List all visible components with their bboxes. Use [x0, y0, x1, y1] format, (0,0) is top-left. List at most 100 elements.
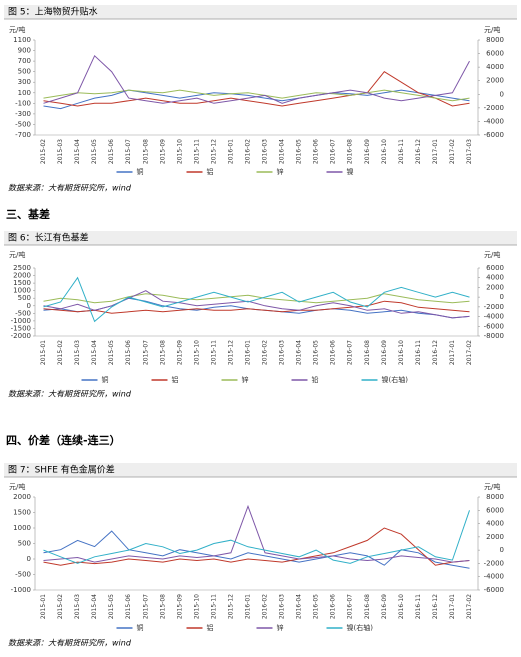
y2-tick-label: -2000 [484, 559, 504, 567]
x-tick-label: 2016-01 [244, 594, 251, 619]
y-tick-label: -500 [15, 571, 31, 579]
x-tick-label: 2016-01 [244, 340, 251, 365]
y-tick-label: 500 [18, 294, 31, 302]
y-tick-label: -1500 [11, 324, 31, 332]
legend-label: 铅 [312, 375, 319, 384]
series-line [43, 293, 470, 304]
legend-label: 铝 [172, 375, 179, 384]
y-tick-label: 2000 [13, 272, 31, 280]
x-tick-label: 2016-05 [313, 340, 320, 365]
figure-header [4, 231, 517, 245]
x-tick-label: 2016-09 [381, 594, 388, 619]
y2-tick-label: -4000 [484, 573, 504, 581]
legend-label: 镍(右轴) [382, 375, 409, 384]
x-tick-label: 2017-01 [449, 340, 456, 365]
series-line [43, 527, 470, 566]
y-tick-label: -100 [15, 99, 31, 107]
x-tick-label: 2017-02 [449, 139, 456, 164]
x-tick-label: 2015-09 [176, 340, 183, 365]
y2-tick-label: -2000 [484, 104, 504, 112]
x-tick-label: 2015-02 [40, 139, 47, 164]
y-tick-label: 900 [18, 47, 31, 55]
x-tick-label: 2016-03 [279, 594, 286, 619]
y-tick-label: -2000 [11, 332, 31, 340]
x-tick-label: 2017-01 [432, 139, 439, 164]
x-tick-label: 2015-02 [57, 340, 64, 365]
x-tick-label: 2016-06 [313, 139, 320, 164]
legend-label: 铝 [207, 623, 214, 632]
legend-label: 镍(右轴) [347, 623, 374, 632]
legend-label: 铜 [102, 375, 109, 384]
x-tick-label: 2016-03 [279, 340, 286, 365]
y-tick-label: 500 [18, 68, 31, 76]
x-tick-label: 2015-08 [159, 594, 166, 619]
source-note: 数据来源：大有期货研究所，wind [8, 390, 132, 399]
figure-title: 图 6：长江有色基差 [8, 232, 89, 244]
legend-label: 锌 [242, 375, 249, 384]
y-tick-label: -300 [15, 110, 31, 118]
x-tick-label: 2016-04 [296, 594, 303, 619]
y-tick-label: -1000 [11, 317, 31, 325]
figure-title: 图 5：上海物贸升贴水 [8, 6, 98, 18]
x-tick-label: 2016-11 [415, 594, 422, 619]
x-tick-label: 2016-10 [398, 340, 405, 365]
x-tick-label: 2016-04 [279, 139, 286, 164]
series-line [43, 290, 470, 319]
x-tick-label: 2016-06 [330, 594, 337, 619]
x-tick-label: 2016-08 [347, 139, 354, 164]
x-tick-label: 2015-11 [193, 139, 200, 164]
y-tick-label: 0 [27, 555, 31, 563]
y2-tick-label: 4000 [486, 63, 504, 71]
x-tick-label: 2016-10 [381, 139, 388, 164]
x-tick-label: 2015-10 [193, 340, 200, 365]
x-tick-label: 2016-07 [347, 594, 354, 619]
legend-label: 锌 [277, 623, 284, 632]
legend-label: 铜 [137, 167, 144, 176]
y-tick-label: 2500 [13, 264, 31, 272]
series-line [43, 510, 470, 564]
x-tick-label: 2015-03 [74, 594, 81, 619]
x-tick-label: 2015-04 [91, 340, 98, 365]
x-tick-label: 2016-12 [432, 594, 439, 619]
x-tick-label: 2015-07 [125, 139, 132, 164]
source-note: 数据来源：大有期货研究所，wind [8, 639, 132, 648]
y-axis-unit: 元/吨 [9, 25, 25, 34]
x-tick-label: 2016-05 [313, 594, 320, 619]
y-tick-label: 1000 [13, 524, 31, 532]
x-tick-label: 2015-06 [125, 594, 132, 619]
legend-label: 锌 [277, 167, 284, 176]
x-tick-label: 2015-06 [125, 340, 132, 365]
x-tick-label: 2016-10 [398, 594, 405, 619]
x-tick-label: 2015-10 [176, 139, 183, 164]
x-tick-label: 2016-09 [364, 139, 371, 164]
series-line [43, 276, 470, 323]
x-tick-label: 2015-12 [227, 340, 234, 365]
section-heading: 三、基差 [6, 207, 50, 221]
x-tick-label: 2017-03 [466, 139, 473, 164]
y-tick-label: 1100 [13, 36, 31, 44]
x-tick-label: 2015-07 [142, 594, 149, 619]
y2-tick-label: 2000 [486, 283, 504, 291]
y2-tick-label: -6000 [484, 586, 504, 594]
x-tick-label: 2015-07 [142, 340, 149, 365]
y2-tick-label: 2000 [486, 77, 504, 85]
x-tick-label: 2015-11 [210, 340, 217, 365]
x-tick-label: 2015-01 [40, 340, 47, 365]
x-tick-label: 2015-05 [91, 139, 98, 164]
x-tick-label: 2015-06 [108, 139, 115, 164]
y-tick-label: 500 [18, 540, 31, 548]
y2-tick-label: 6000 [486, 506, 504, 514]
x-tick-label: 2016-02 [262, 594, 269, 619]
y2-tick-label: 0 [500, 546, 504, 554]
series-line [43, 300, 470, 314]
x-tick-label: 2016-08 [364, 594, 371, 619]
y-axis-unit: 元/吨 [9, 250, 25, 259]
x-tick-label: 2017-01 [449, 594, 456, 619]
figure-title: 图 7：SHFE 有色金属价差 [8, 464, 115, 476]
x-tick-label: 2016-12 [415, 139, 422, 164]
x-tick-label: 2015-08 [159, 340, 166, 365]
y2-tick-label: 4000 [486, 520, 504, 528]
x-tick-label: 2015-12 [227, 594, 234, 619]
x-tick-label: 2016-04 [296, 340, 303, 365]
